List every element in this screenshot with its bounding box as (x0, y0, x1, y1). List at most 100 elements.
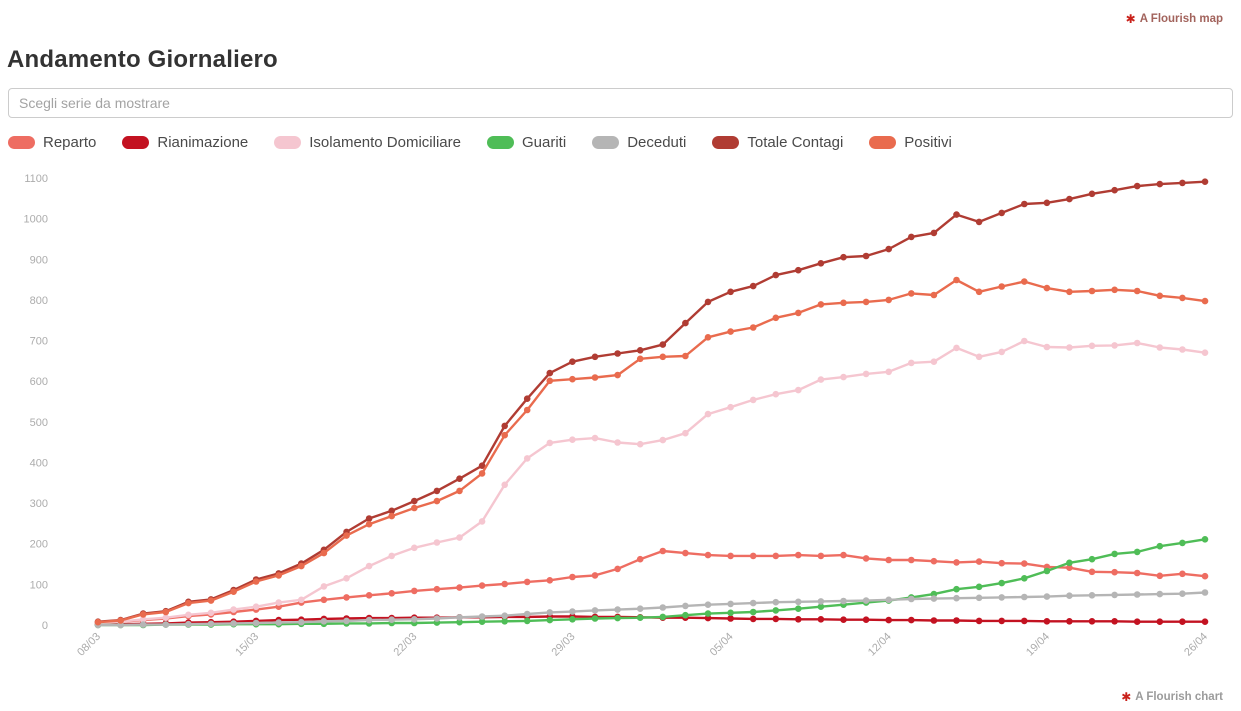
point-guariti (727, 609, 734, 617)
point-reparto (1179, 570, 1186, 578)
point-isolamento-domiciliare (885, 368, 892, 376)
point-totale-contagi (546, 369, 554, 377)
point-positivi (817, 301, 825, 308)
point-totale-contagi (591, 353, 599, 361)
legend-swatch-deceduti (592, 136, 620, 149)
point-positivi (885, 296, 892, 304)
point-positivi (1088, 287, 1096, 295)
point-positivi (704, 334, 712, 341)
point-positivi (411, 504, 418, 512)
flourish-credit-chart[interactable]: ✱ A Flourish chart (1121, 691, 1223, 703)
y-axis-tick-300: 300 (30, 498, 48, 510)
point-guariti (998, 579, 1005, 587)
series-filter-input[interactable] (8, 88, 1233, 118)
point-positivi (682, 352, 689, 360)
flourish-credit-map-label: A Flourish map (1139, 13, 1223, 25)
point-rianimazione (795, 616, 802, 623)
y-axis-tick-700: 700 (30, 336, 48, 348)
point-reparto (1201, 572, 1209, 580)
point-totale-contagi (795, 266, 802, 274)
point-isolamento-domiciliare (930, 358, 938, 365)
line-positivi (97, 278, 1206, 624)
point-totale-contagi (862, 252, 870, 260)
legend-label-rianimazione: Rianimazione (157, 134, 249, 151)
legend-item-isolamento-domiciliare[interactable]: Isolamento Domiciliare (274, 134, 461, 151)
legend-item-rianimazione[interactable]: Rianimazione (122, 134, 248, 151)
point-isolamento-domiciliare (523, 455, 531, 462)
point-deceduti (908, 595, 915, 603)
page-title: Andamento Giornaliero (7, 46, 278, 73)
point-isolamento-domiciliare (1111, 342, 1118, 349)
point-totale-contagi (682, 319, 689, 327)
point-reparto (862, 555, 870, 562)
point-rianimazione (749, 615, 757, 623)
point-positivi (795, 309, 802, 317)
flourish-logo-icon: ✱ (1121, 690, 1132, 704)
point-isolamento-domiciliare (817, 376, 825, 383)
line-isolamento-domiciliare (97, 339, 1206, 625)
point-deceduti (772, 598, 780, 606)
point-isolamento-domiciliare (411, 544, 418, 552)
point-isolamento-domiciliare (388, 552, 396, 560)
point-isolamento-domiciliare (365, 562, 373, 570)
point-totale-contagi (478, 462, 486, 470)
point-positivi (546, 377, 554, 385)
point-reparto (501, 580, 509, 588)
point-reparto (998, 559, 1005, 567)
point-positivi (207, 597, 215, 604)
point-isolamento-domiciliare (908, 359, 915, 367)
point-isolamento-domiciliare (569, 436, 576, 444)
point-positivi (185, 599, 192, 607)
point-isolamento-domiciliare (614, 439, 621, 446)
point-rianimazione (1066, 618, 1073, 625)
legend-swatch-rianimazione (122, 136, 150, 149)
point-totale-contagi (523, 395, 531, 402)
point-totale-contagi (614, 350, 621, 357)
point-reparto (343, 594, 350, 601)
point-rianimazione (862, 616, 870, 623)
point-guariti (636, 614, 644, 621)
point-deceduti (365, 616, 373, 624)
point-deceduti (953, 594, 960, 602)
x-axis-tick-22-03: 22/03 (391, 631, 419, 659)
point-reparto (953, 559, 960, 566)
x-axis-tick-05-04: 05/04 (708, 631, 736, 659)
point-guariti (1066, 559, 1073, 567)
point-deceduti (704, 601, 712, 608)
point-reparto (569, 573, 576, 581)
point-reparto (1021, 560, 1028, 567)
point-guariti (682, 611, 689, 619)
point-totale-contagi (365, 515, 373, 522)
point-deceduti (1179, 590, 1186, 597)
legend-item-positivi[interactable]: Positivi (869, 134, 952, 151)
point-positivi (1201, 297, 1209, 305)
point-guariti (749, 608, 757, 616)
legend-item-reparto[interactable]: Reparto (8, 134, 96, 151)
point-guariti (591, 615, 599, 622)
point-deceduti (1088, 592, 1096, 599)
point-totale-contagi (727, 288, 734, 296)
line-reparto (97, 549, 1206, 625)
legend-label-guariti: Guariti (522, 134, 567, 151)
point-isolamento-domiciliare (591, 434, 599, 442)
point-positivi (659, 353, 667, 361)
line-deceduti (98, 591, 1206, 627)
legend-item-totale-contagi[interactable]: Totale Contagi (712, 134, 843, 151)
point-totale-contagi (885, 245, 892, 253)
y-axis-tick-900: 900 (30, 254, 48, 266)
point-reparto (795, 551, 802, 559)
legend-item-deceduti[interactable]: Deceduti (592, 134, 686, 151)
point-totale-contagi (636, 347, 644, 354)
flourish-credit-map[interactable]: ✱ A Flourish map (1126, 13, 1223, 25)
point-isolamento-domiciliare (749, 396, 757, 404)
legend-item-guariti[interactable]: Guariti (487, 134, 566, 151)
point-isolamento-domiciliare (275, 599, 283, 606)
point-reparto (1156, 572, 1164, 580)
y-axis-tick-200: 200 (30, 539, 48, 551)
point-guariti (1088, 555, 1096, 563)
point-rianimazione (930, 617, 938, 624)
point-deceduti (1111, 591, 1118, 599)
point-positivi (569, 375, 576, 383)
point-deceduti (275, 619, 283, 626)
point-totale-contagi (749, 282, 757, 290)
